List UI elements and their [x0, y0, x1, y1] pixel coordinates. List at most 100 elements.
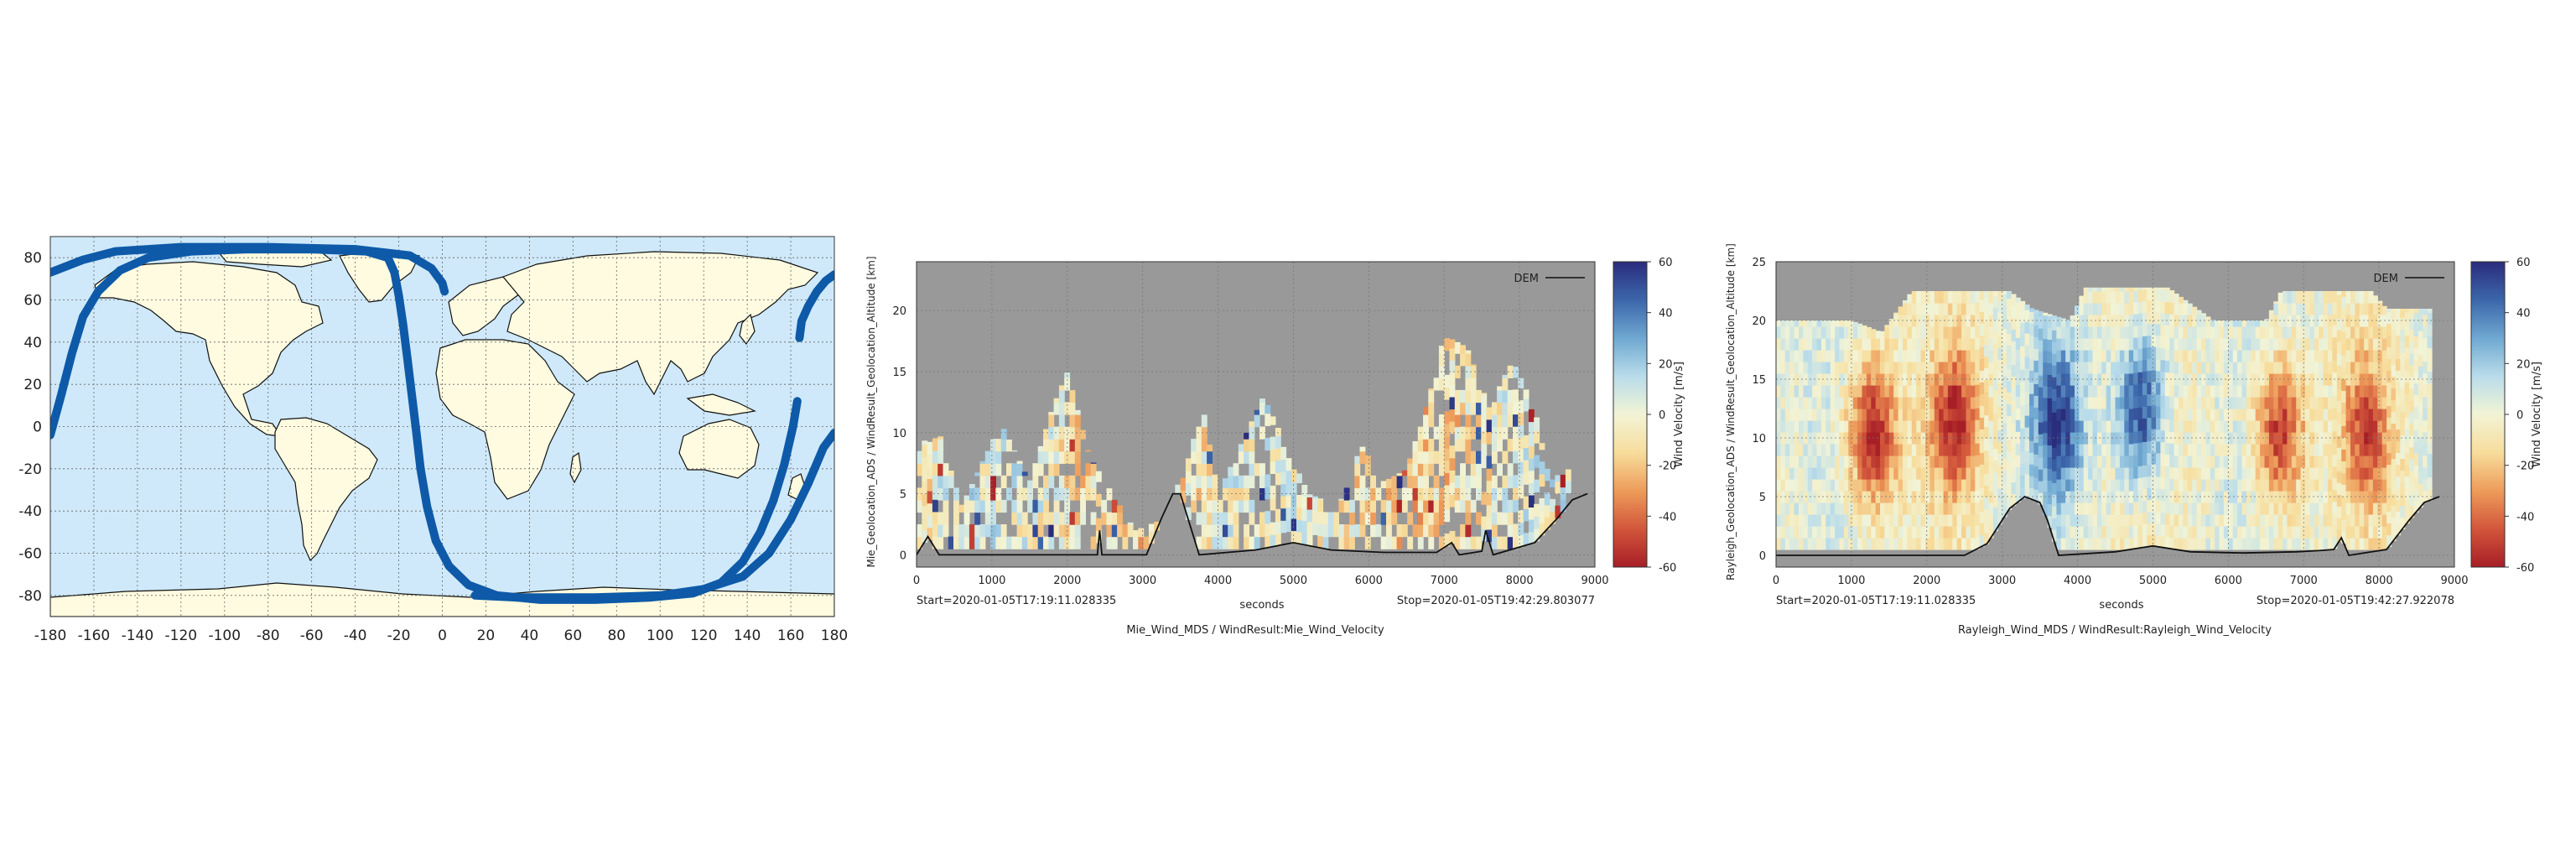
heatmap-cell: [1513, 536, 1519, 549]
heatmap-cell: [2164, 325, 2170, 338]
heatmap-cell: [1970, 432, 1976, 445]
heatmap-cell: [2309, 538, 2315, 550]
heatmap-cell: [2128, 384, 2134, 398]
heatmap-cell: [2359, 350, 2365, 362]
heatmap-cell: [2020, 357, 2026, 370]
heatmap-cell: [1857, 420, 1863, 433]
heatmap-cell: [1916, 467, 1922, 480]
map-x-tick-label: 60: [564, 627, 583, 644]
heatmap-cell: [2260, 456, 2266, 468]
heatmap-cell: [1925, 420, 1930, 433]
heatmap-cell: [1789, 326, 1795, 339]
heatmap-cell: [2241, 467, 2247, 480]
heatmap-cell: [1803, 538, 1809, 550]
heatmap-cell: [1317, 498, 1324, 500]
heatmap-cell: [1862, 538, 1867, 550]
heatmap-cell: [1481, 394, 1488, 408]
heatmap-cell: [2336, 412, 2342, 424]
heatmap-cell: [1979, 429, 1985, 441]
heatmap-cell: [1943, 467, 1949, 480]
heatmap-cell: [1784, 432, 1790, 445]
heatmap-cell: [2332, 301, 2338, 315]
heatmap-cell: [2124, 502, 2130, 515]
heatmap-cell: [2096, 526, 2102, 539]
heatmap-cell: [2111, 526, 2116, 539]
heatmap-cell: [1866, 538, 1872, 550]
heatmap-cell: [2277, 397, 2283, 409]
heatmap-cell: [1138, 528, 1145, 538]
heatmap-cell: [995, 536, 1002, 549]
heatmap-cell: [1943, 326, 1949, 339]
heatmap-cell: [2341, 291, 2347, 297]
heatmap-cell: [1956, 432, 1962, 445]
heatmap-cell: [1839, 502, 1845, 515]
heatmap-cell: [2381, 305, 2387, 315]
heatmap-cell: [2205, 444, 2211, 456]
heatmap-cell: [1444, 435, 1451, 449]
heatmap-cell: [2002, 410, 2007, 424]
heatmap-cell: [2391, 399, 2397, 413]
heatmap-cell: [1201, 524, 1208, 538]
heatmap-cell: [2364, 526, 2370, 539]
heatmap-cell: [1956, 397, 1962, 409]
heatmap-cell: [1925, 385, 1930, 398]
heatmap-cell: [2251, 538, 2257, 550]
heatmap-cell: [1911, 526, 1917, 539]
heatmap-cell: [2277, 385, 2283, 398]
heatmap-cell: [2038, 375, 2044, 388]
heatmap-cell: [2029, 311, 2034, 324]
heatmap-cell: [2296, 467, 2302, 480]
heatmap-cell: [2277, 514, 2283, 527]
heatmap-cell: [2137, 301, 2143, 314]
heatmap-cell: [1929, 291, 1935, 304]
heatmap-cell: [2246, 397, 2251, 409]
heatmap-cell: [1961, 397, 1967, 409]
heatmap-cell: [995, 450, 1002, 464]
heatmap-cell: [2137, 336, 2143, 349]
heatmap-cell: [2160, 453, 2166, 466]
heatmap-cell: [2283, 409, 2288, 421]
heatmap-cell: [1839, 326, 1845, 339]
heatmap-cell: [1518, 461, 1524, 475]
heatmap-cell: [2395, 346, 2401, 360]
map-x-tick-label: -20: [387, 627, 411, 644]
heatmap-cell: [2160, 476, 2166, 490]
heatmap-cell: [2142, 312, 2148, 325]
heatmap-cell: [2164, 477, 2170, 491]
heatmap-cell: [1486, 419, 1493, 432]
heatmap-cell: [2350, 350, 2355, 362]
heatmap-cell: [1449, 531, 1456, 544]
heatmap-cell: [1486, 456, 1493, 469]
heatmap-cell: [1812, 420, 1818, 433]
heatmap-cell: [2277, 326, 2283, 339]
heatmap-cell: [953, 524, 959, 538]
heatmap-cell: [1843, 320, 1849, 327]
heatmap-cell: [2364, 502, 2370, 515]
heatmap-cell: [1956, 456, 1962, 468]
heatmap-cell: [2404, 323, 2410, 336]
heatmap-cell: [1776, 409, 1781, 421]
europe: [448, 276, 521, 336]
heatmap-cell: [1934, 502, 1940, 515]
heatmap-cell: [1776, 491, 1781, 503]
heatmap-cell: [2020, 428, 2026, 440]
heatmap-cell: [2015, 302, 2021, 315]
heatmap-cell: [2174, 409, 2179, 421]
heatmap-cell: [2174, 467, 2179, 480]
heatmap-cell: [2029, 382, 2034, 394]
heatmap-cell: [2219, 538, 2225, 550]
heatmap-cell: [2196, 420, 2202, 433]
heatmap-cell: [2164, 524, 2170, 538]
heatmap-cell: [1966, 338, 1971, 351]
heatmap-cell: [1893, 444, 1899, 456]
heatmap-cell: [1843, 397, 1849, 409]
heatmap-cell: [2228, 514, 2234, 527]
heatmap-cell: [2296, 526, 2302, 539]
heatmap-cell: [2273, 409, 2279, 421]
heatmap-cell: [2210, 420, 2215, 433]
heatmap-cell: [1934, 409, 1940, 421]
heatmap-cell: [1907, 362, 1913, 374]
heatmap-cell: [1423, 487, 1429, 501]
heatmap-cell: [1175, 484, 1182, 495]
